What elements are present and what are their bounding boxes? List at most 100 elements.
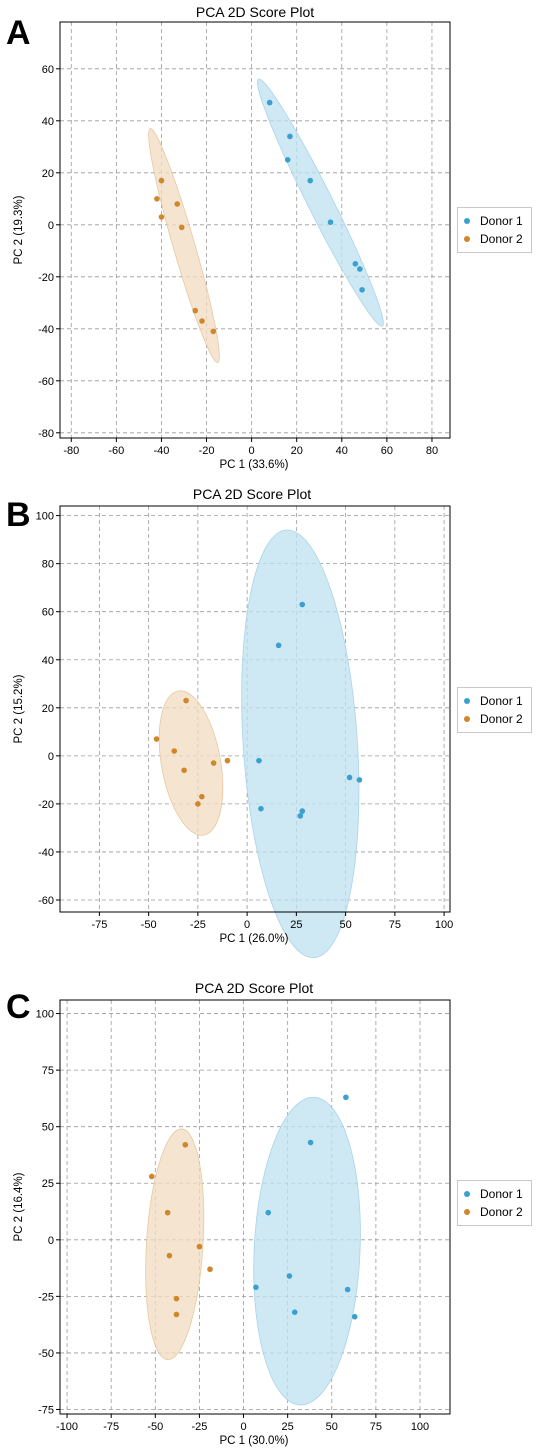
y-tick-label: 25 [42,1178,54,1190]
legend-item-donor-2: Donor 2 [464,710,523,728]
donor-1-point [346,774,353,781]
donor-2-marker-icon [464,1209,470,1215]
donor-2-confidence-ellipse [145,1128,205,1361]
donor-2-point [158,214,165,220]
y-tick-label: -75 [38,1404,54,1416]
legend-item-donor-1: Donor 1 [464,692,523,710]
y-axis-label: PC 2 (19.3%) [13,195,25,264]
y-tick-label: 100 [36,1009,54,1021]
donor-1-point [297,813,304,819]
donor-1-point [307,1139,314,1146]
y-tick-label: -60 [38,895,54,907]
y-tick-label: 20 [42,703,54,715]
legend-item-donor-1: Donor 1 [464,1185,523,1203]
donor-1-point [265,1209,272,1216]
donor-2-point [174,201,181,207]
donor-1-point [359,287,365,293]
y-tick-label: 80 [42,559,54,571]
donor-2-point [199,793,205,800]
legend: Donor 1 Donor 2 [457,687,532,733]
chart-title: PCA 2D Score Plot [194,980,314,996]
x-tick-label: 50 [339,919,351,931]
y-tick-label: -40 [38,324,54,336]
x-tick-label: -60 [108,445,124,457]
plot-frame [59,999,451,1415]
donor-2-point [210,760,217,766]
x-tick-label: 0 [249,445,255,457]
donor-2-point [192,307,199,314]
y-tick-label: -80 [38,428,54,440]
donor-1-marker-icon [464,698,470,704]
donor-2-point [171,748,178,754]
panel-letter: C [6,988,31,1026]
x-tick-label: -50 [141,919,157,931]
x-tick-label: 60 [381,445,393,457]
x-axis-label: PC 1 (30.0%) [219,1435,288,1447]
donor-2-point [164,1209,171,1216]
donor-1-point [275,642,282,649]
y-tick-label: 50 [42,1122,54,1134]
donor-2-point [178,224,185,231]
donor-1-point [258,805,264,812]
y-axis-label: PC 2 (15.2%) [13,674,25,743]
x-tick-label: -100 [56,1421,78,1433]
y-tick-label: 75 [42,1065,54,1077]
donor-1-point [256,757,262,764]
x-tick-label: 25 [290,919,302,931]
y-tick-label: -50 [38,1348,54,1360]
y-tick-label: 40 [42,655,54,667]
donor-2-point [195,801,201,807]
x-tick-label: -80 [63,445,79,457]
x-tick-label: -75 [103,1421,119,1433]
y-tick-label: 60 [42,64,54,76]
x-tick-label: 75 [370,1421,382,1433]
donor-1-confidence-ellipse [256,78,384,327]
legend-label: Donor 2 [480,712,523,726]
x-tick-label: 20 [291,445,303,457]
x-tick-label: -25 [191,1421,207,1433]
donor-2-point [173,1311,180,1318]
donor-1-point [356,777,363,783]
y-tick-label: -60 [38,376,54,388]
donor-2-point [224,757,231,764]
y-tick-label: 0 [48,751,54,763]
y-tick-label: -20 [38,272,54,284]
panel-c: C PCA 2D Score Plot -100 -75 -50 -25 0 25 50 75… [0,972,550,1453]
donor-1-point [253,1284,259,1291]
donor-2-point [148,1173,155,1180]
donor-1-point [327,219,334,225]
x-tick-label: 80 [426,445,438,457]
donor-2-point [199,318,205,324]
y-tick-label: -25 [38,1291,54,1303]
donor-2-point [207,1266,213,1273]
scatter-plot: -100 -75 -50 -25 0 25 50 75 100-75-50-2502550751… [13,999,451,1447]
legend-item-donor-2: Donor 2 [464,1203,523,1221]
legend-item-donor-1: Donor 1 [464,212,523,230]
legend: Donor 1 Donor 2 [457,207,532,253]
legend: Donor 1 Donor 2 [457,1180,532,1226]
donor-2-confidence-ellipse [158,690,224,836]
donor-1-marker-icon [464,1191,470,1197]
y-tick-label: -20 [38,799,54,811]
x-tick-label: 25 [282,1421,294,1433]
panel-letter: B [6,496,31,534]
legend-item-donor-2: Donor 2 [464,230,523,248]
donor-1-point [299,601,306,608]
donor-1-point [343,1094,349,1101]
y-tick-label: 20 [42,168,54,180]
donor-2-point [196,1243,203,1250]
donor-1-point [287,133,293,140]
donor-1-point [307,177,314,184]
y-tick-label: 60 [42,607,54,619]
x-axis-label: PC 1 (33.6%) [219,459,288,471]
donor-1-point [291,1309,298,1315]
donor-1-point [266,99,273,106]
donor-1-confidence-ellipse [253,1096,361,1406]
plot-frame [59,21,451,439]
donor-2-marker-icon [464,716,470,722]
donor-2-point [153,736,160,742]
legend-label: Donor 2 [480,232,523,246]
donor-2-marker-icon [464,236,470,242]
x-tick-label: 0 [244,919,250,931]
y-tick-label: 0 [48,1235,54,1247]
